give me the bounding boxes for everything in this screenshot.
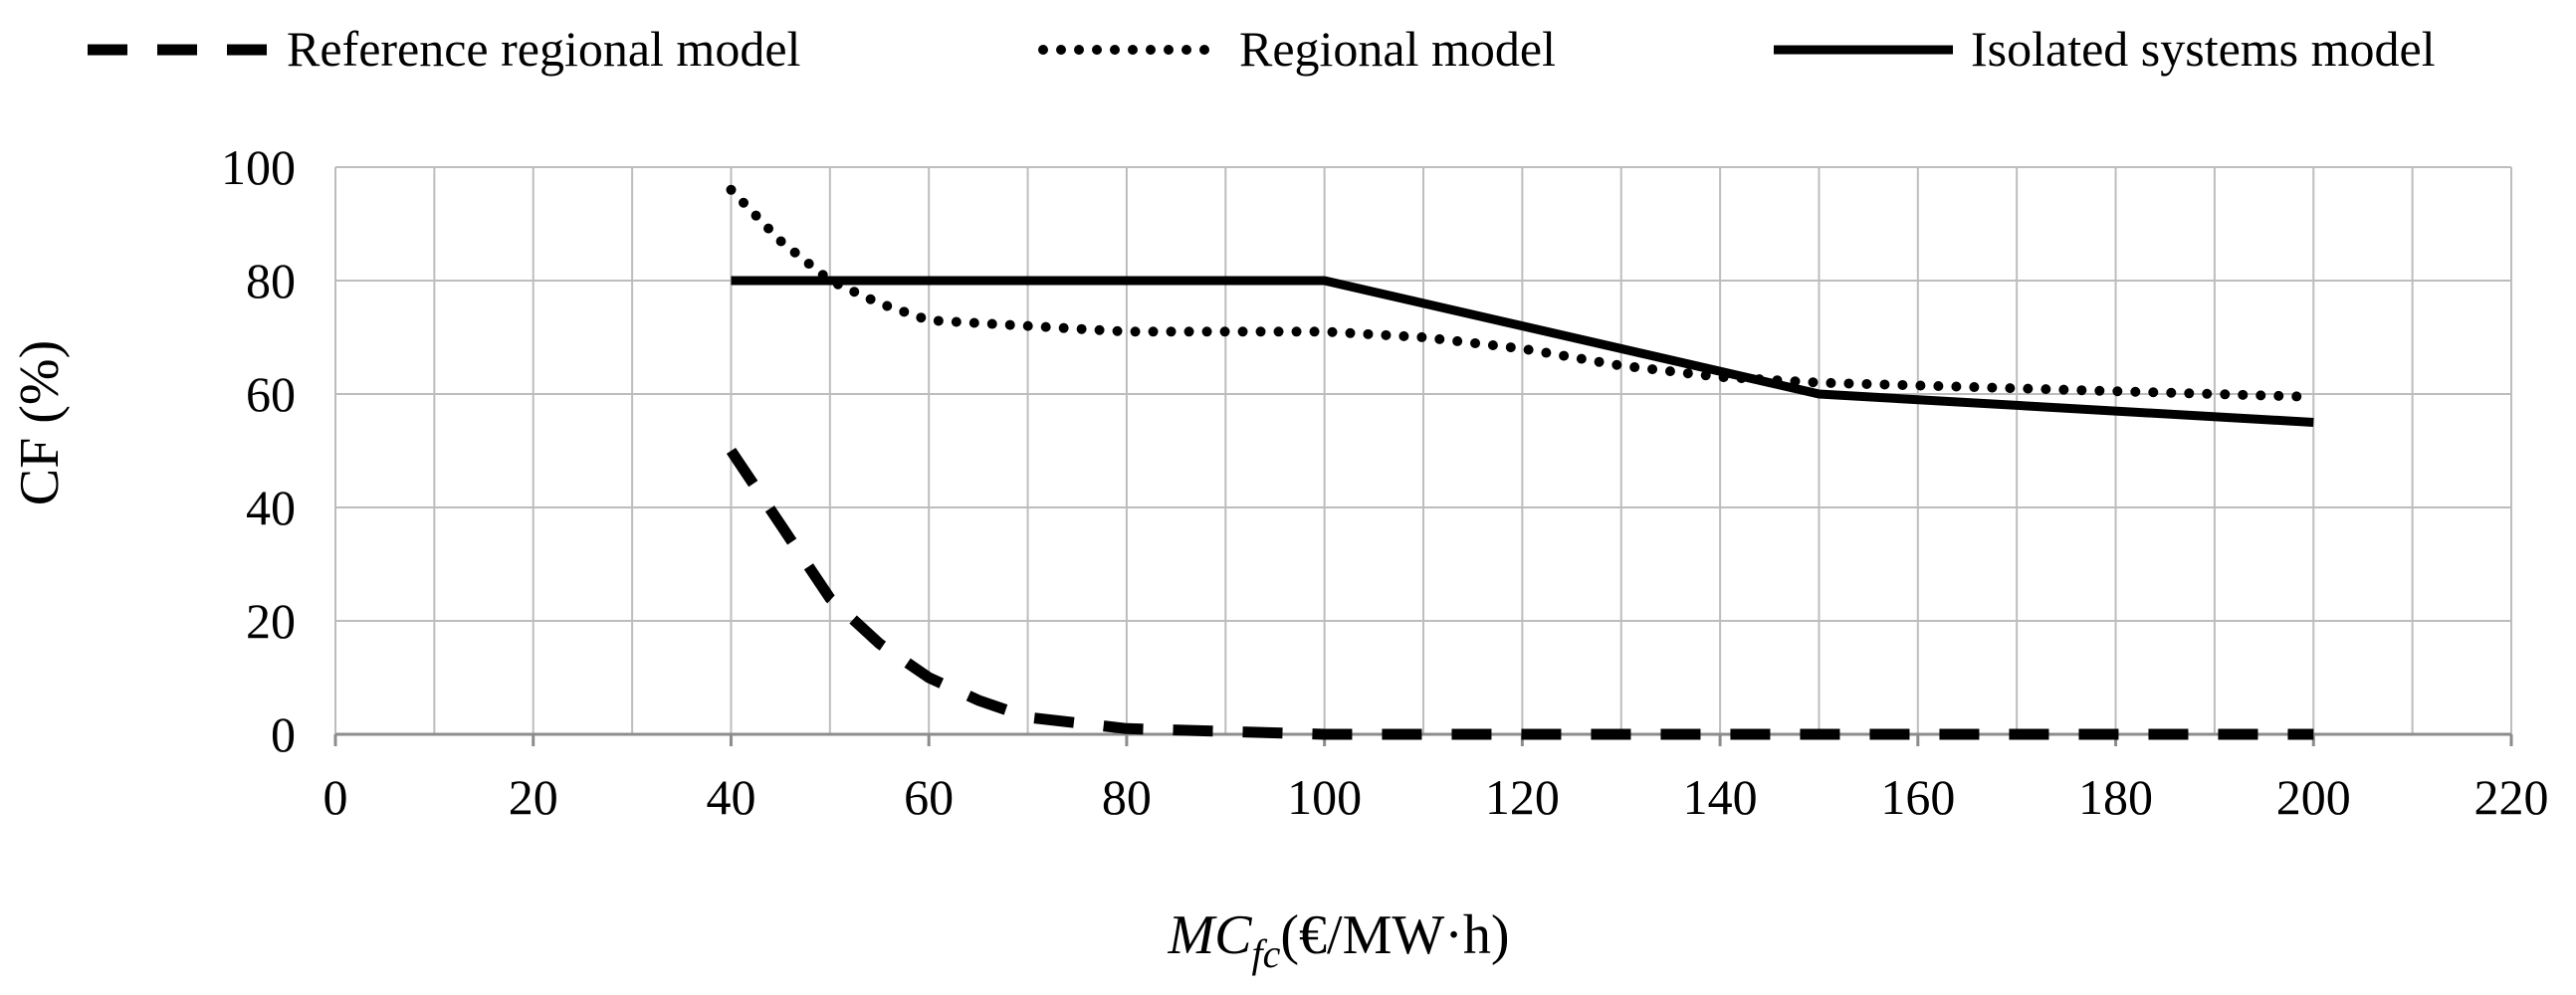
y-tick-label: 0 [271,706,296,762]
y-tick-label: 40 [246,480,296,535]
x-tick-label: 40 [706,769,755,825]
y-tick-label: 80 [246,253,296,308]
x-tick-label: 100 [1287,769,1362,825]
series-line-solid [731,276,2314,427]
legend-label: Isolated systems model [1971,21,2436,77]
legend: Reference regional model Regional model Is… [88,21,2436,77]
x-tick-label: 0 [323,769,348,825]
x-tick-label: 60 [904,769,954,825]
x-tick-label: 160 [1880,769,1955,825]
legend-label: Regional model [1239,21,1556,77]
y-tick-label: 60 [246,366,296,422]
x-axis-title-sub: fc [1251,931,1280,976]
x-tick-label: 120 [1485,769,1560,825]
grid [334,166,2512,735]
y-tick-label: 100 [221,139,296,195]
x-tick-label: 180 [2078,769,2153,825]
x-axis-title-unit: (€/MW·h) [1280,904,1509,966]
x-tick-label: 80 [1102,769,1152,825]
x-axis-title-main: MC [1167,904,1252,966]
tick-labels: 0 20 40 60 80 100 120 140 160 180 200 220 0 20 40 60 80 1… [221,139,2549,825]
series-group [726,184,2319,740]
x-tick-label: 200 [2276,769,2351,825]
x-axis-title: MCfc(€/MW·h) [1167,904,1509,976]
y-tick-label: 20 [246,593,296,649]
x-tick-label: 20 [509,769,558,825]
series-line-dotted [726,184,2319,402]
y-axis-title: CF (%) [9,340,71,505]
x-tick-label: 140 [1683,769,1758,825]
x-tick-label: 220 [2474,769,2549,825]
legend-label: Reference regional model [287,21,800,77]
